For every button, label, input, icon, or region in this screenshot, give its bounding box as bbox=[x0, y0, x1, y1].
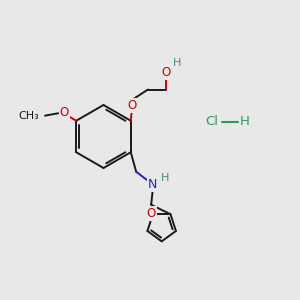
Text: H: H bbox=[161, 173, 170, 183]
Text: O: O bbox=[162, 66, 171, 79]
Text: N: N bbox=[148, 178, 158, 191]
Text: H: H bbox=[240, 115, 249, 128]
Text: O: O bbox=[147, 207, 156, 220]
Text: O: O bbox=[60, 106, 69, 119]
Text: O: O bbox=[128, 99, 137, 112]
Text: H: H bbox=[173, 58, 182, 68]
Text: Cl: Cl bbox=[205, 115, 218, 128]
Text: CH₃: CH₃ bbox=[19, 111, 40, 121]
